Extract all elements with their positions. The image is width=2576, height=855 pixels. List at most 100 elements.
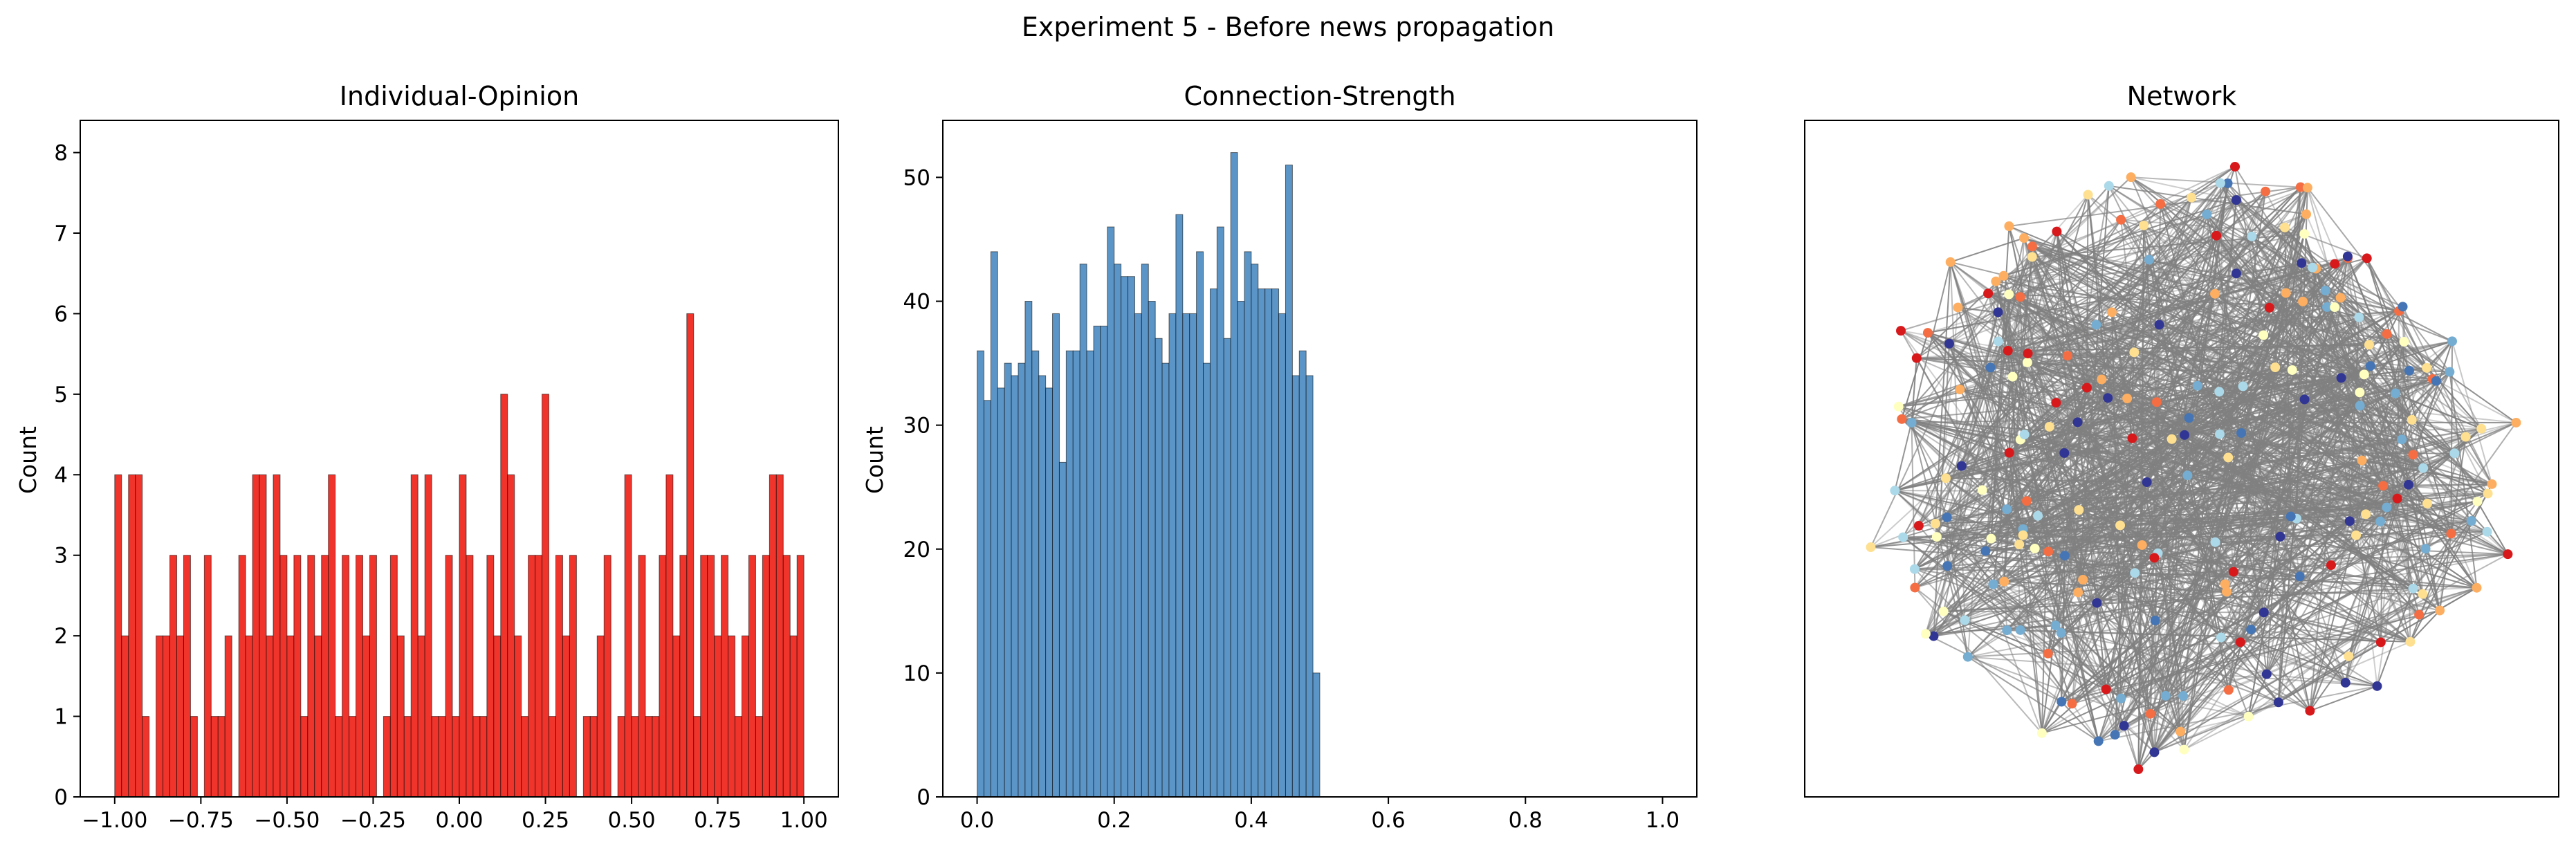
network-node [2052,226,2062,237]
network-edge [2240,641,2311,712]
network-node [2220,579,2230,589]
network-node [2258,607,2269,618]
network-edge [2233,484,2409,573]
network-edge [2007,350,2024,535]
network-edge [2023,237,2216,295]
figure-title: Experiment 5 - Before news propagation [1022,12,1554,42]
strength-histogram-ytick-label: 10 [903,661,930,686]
network-edge [2197,262,2303,387]
network-edge [2296,517,2420,616]
network-node [2344,651,2354,661]
opinion-histogram-bar [652,716,660,798]
opinion-histogram-bar [286,635,295,798]
network-edge [2097,553,2159,742]
network-edge [2362,459,2424,469]
network-edge [2366,258,2452,534]
network-node [1955,385,1965,395]
strength-histogram-xtick-label: 0.2 [1097,808,1131,833]
network-node [2129,347,2140,358]
network-edge [2274,257,2368,368]
network-edge [2310,685,2377,712]
network-node [2482,526,2492,537]
network-edge [2153,612,2265,753]
network-node [1910,582,1920,593]
opinion-histogram-bar [528,555,536,798]
network-edge [1914,351,2135,589]
network-node [2122,394,2133,404]
opinion-histogram-bar [748,555,756,798]
strength-histogram-bar [1154,338,1163,798]
network-node [2351,530,2362,540]
network-edge [2032,246,2424,469]
opinion-histogram-bar [679,555,688,798]
network-edge [2355,535,2382,643]
network-edge [2409,609,2440,643]
network-edge [1967,656,2099,742]
opinion-histogram-bar [328,474,336,798]
network-node [2378,481,2389,491]
network-edge [2077,227,2285,423]
network-node [2019,430,2030,440]
opinion-histogram-ytick-label: 6 [54,302,68,327]
strength-histogram-bar [1058,461,1067,798]
opinion-histogram-ytick-label: 3 [54,544,68,569]
opinion-histogram-bar [176,635,184,798]
network-node [2210,537,2220,547]
network-node [2270,362,2281,372]
network-node [1988,579,1998,589]
network-node [1944,338,1954,349]
network-edge [2309,378,2342,711]
network-edge [2135,572,2477,589]
network-node [2435,605,2445,616]
network-node [2287,365,2297,375]
network-edge [2008,293,2488,533]
strength-histogram-bar [1291,375,1300,798]
network-node [2215,178,2225,188]
network-node [2175,726,2186,737]
network-edge [2061,701,2099,742]
network-node [2073,587,2083,598]
opinion-histogram-bar [782,555,791,798]
network-node [2302,183,2312,193]
strength-histogram-ytick-label: 0 [917,785,930,810]
network-edge [1961,465,2184,697]
network-node [1960,615,1970,625]
network-edge [2096,377,2342,604]
network-edge [2284,227,2304,302]
opinion-histogram-bar [266,635,274,798]
network-node [1938,606,1949,616]
opinion-histogram-bar [362,635,370,798]
strength-histogram-bar [1223,338,1231,798]
opinion-histogram-bar [389,555,398,798]
network-node [2059,551,2070,561]
network-edge [2380,500,2478,522]
network-edge [2153,459,2362,559]
strength-histogram-bars [977,152,1321,798]
strength-histogram-bar [1134,313,1142,798]
network-edge [1925,633,2062,703]
strength-histogram-bar [1244,251,1252,798]
network-node [2418,589,2428,599]
opinion-histogram-bar [252,474,260,798]
opinion-histogram-bar [549,716,556,798]
network-node [2403,479,2413,490]
opinion-histogram-bar [396,635,405,798]
network-edge [1911,417,2189,424]
network-node [1956,461,1967,471]
network-edge [2184,428,2482,436]
network-edge [2196,385,2301,577]
network-node [2261,669,2272,679]
network-edge [2160,203,2357,536]
network-title: Network [2127,81,2237,111]
strength-histogram-xtick-label: 0.8 [1509,808,1543,833]
opinion-histogram-bar [424,474,432,798]
network-node [2221,587,2232,597]
strength-histogram-bar [1161,362,1170,798]
network-edge [2066,355,2151,715]
network-frame [1804,120,2559,798]
network-node [2030,543,2040,553]
network-node [2397,434,2407,445]
network-node [2044,421,2054,432]
network-edge [2061,520,2350,703]
strength-histogram-bar [1072,350,1080,798]
